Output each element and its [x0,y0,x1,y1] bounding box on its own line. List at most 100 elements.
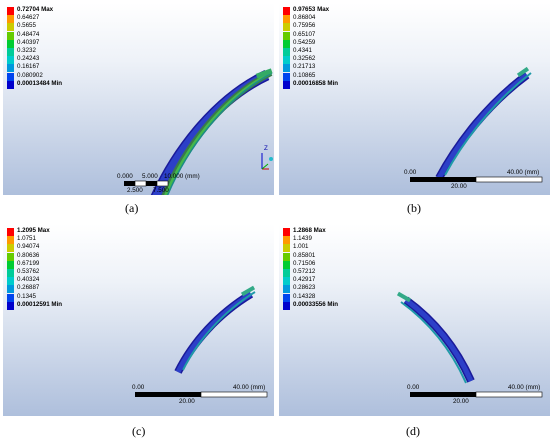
scale-label-7-5: 7.500 [153,187,169,194]
scale-label-0: 0.00 [407,384,420,391]
legend-swatch [7,301,14,310]
legend-swatch [283,31,290,40]
legend-entry: 1.0751 [7,235,102,245]
legend-entry: 0.14328 [283,293,378,302]
legend-label: 0.00016858 Min [293,79,339,87]
legend-swatch [283,252,290,261]
legend-label: 0.10865 [293,71,316,79]
legend-entry: 0.53762 [7,268,102,277]
legend-swatch [283,277,290,286]
legend-label: 0.65107 [293,30,316,38]
legend-label: 0.26887 [17,284,40,292]
legend-entry: 0.80636 [7,251,102,261]
legend-label: 0.00033556 Min [293,300,339,308]
scale-bar [410,176,543,183]
legend-entry: 0.48474 [7,30,102,40]
legend-label: 0.75956 [293,22,316,30]
legend-entry: 0.40397 [7,39,102,48]
legend-label: 0.53762 [17,268,40,275]
legend-entry: 0.28623 [283,284,378,294]
legend-label: 0.24243 [17,55,40,63]
legend-label: 0.94074 [17,243,40,251]
legend-label: 0.21713 [293,63,316,71]
legend-swatch [7,236,14,245]
legend-entry: 0.72704 Max [7,6,102,15]
legend-entry: 0.71506 [283,259,378,269]
scale-label-20: 20.00 [453,398,469,405]
legend-label: 1.0751 [17,235,36,243]
legend-label: 0.080902 [17,71,43,79]
legend-swatch [7,277,14,286]
legend-swatch [7,269,14,277]
legend-label: 0.32562 [293,55,316,63]
legend-label: 0.28623 [293,284,316,292]
legend-swatch [283,48,290,56]
legend-label: 0.1345 [17,292,36,300]
legend-swatch [283,301,290,310]
scale-label-0: 0.00 [404,169,417,176]
legend-entry: 0.85801 [283,251,378,261]
scale-label-0: 0.00 [132,384,145,391]
legend-swatch [283,15,290,24]
deformed-beam-model [124,68,273,195]
scale-label-20: 20.00 [451,183,467,190]
legend-label: 0.00013484 Min [17,79,63,87]
scale-label-20: 20.00 [179,398,195,405]
legend-label: 0.16167 [17,63,40,71]
legend-swatch [7,31,14,40]
legend-swatch [7,39,14,48]
legend-entry: 0.94074 [7,243,102,253]
legend-swatch [7,293,14,302]
legend-entry: 0.26887 [7,284,102,294]
result-panel-d: 1.2868 Max 1.1439 1.001 0.85801 0.71506 0.572… [279,224,550,416]
legend-swatch [283,236,290,245]
legend-entry: 0.00033556 Min [283,300,378,310]
scale-bar [135,391,268,398]
legend-entry: 1.001 [283,243,378,253]
legend-label: 1.001 [293,243,309,251]
deformed-beam-model [396,291,543,398]
legend-entry: 0.65107 [283,30,378,40]
caption-a: (a) [125,201,139,215]
legend-swatch [283,56,290,65]
legend-label: 0.97653 Max [293,6,330,13]
legend-swatch [7,64,14,73]
legend-swatch [7,252,14,261]
legend-entry: 0.00013484 Min [7,79,102,89]
legend-entry: 0.24243 [7,55,102,65]
legend-label: 1.2868 Max [293,227,326,234]
scale-label-40: 40.00 (mm) [507,169,540,176]
scale-label-40: 40.00 (mm) [508,384,541,391]
legend-swatch [7,80,14,89]
legend-swatch [7,48,14,56]
legend-entry: 0.57212 [283,268,378,277]
legend-entry: 1.2868 Max [283,227,378,236]
legend-entry: 0.64627 [7,14,102,24]
legend-entry: 0.00016858 Min [283,79,378,89]
legend-swatch [7,228,14,236]
legend-label: 0.85801 [293,251,316,259]
axis-z-label: Z [264,145,268,152]
legend-label: 0.72704 Max [17,6,54,13]
legend-label: 0.40324 [17,276,40,284]
legend-entry: 0.21713 [283,63,378,73]
legend-entry: 0.1345 [7,292,102,302]
legend-swatch [7,23,14,32]
legend-entry: 1.1439 [283,235,378,245]
scale-label-10: 10.000 (mm) [164,173,200,180]
legend-swatch [283,80,290,89]
legend-label: 0.42917 [293,276,316,284]
legend-swatch [7,56,14,65]
legend-swatch [283,244,290,253]
legend-swatch [7,244,14,253]
legend-label: 0.80636 [17,251,40,259]
legend-label: 0.86804 [293,14,316,22]
legend-swatch [283,228,290,236]
legend-entry: 0.42917 [283,276,378,286]
legend-label: 0.71506 [293,259,316,267]
axis-triad [261,153,273,170]
legend-label: 0.48474 [17,30,40,38]
legend-swatch [283,260,290,269]
legend-entry: 0.4341 [283,47,378,56]
scale-label-2-5: 2.500 [127,187,143,194]
